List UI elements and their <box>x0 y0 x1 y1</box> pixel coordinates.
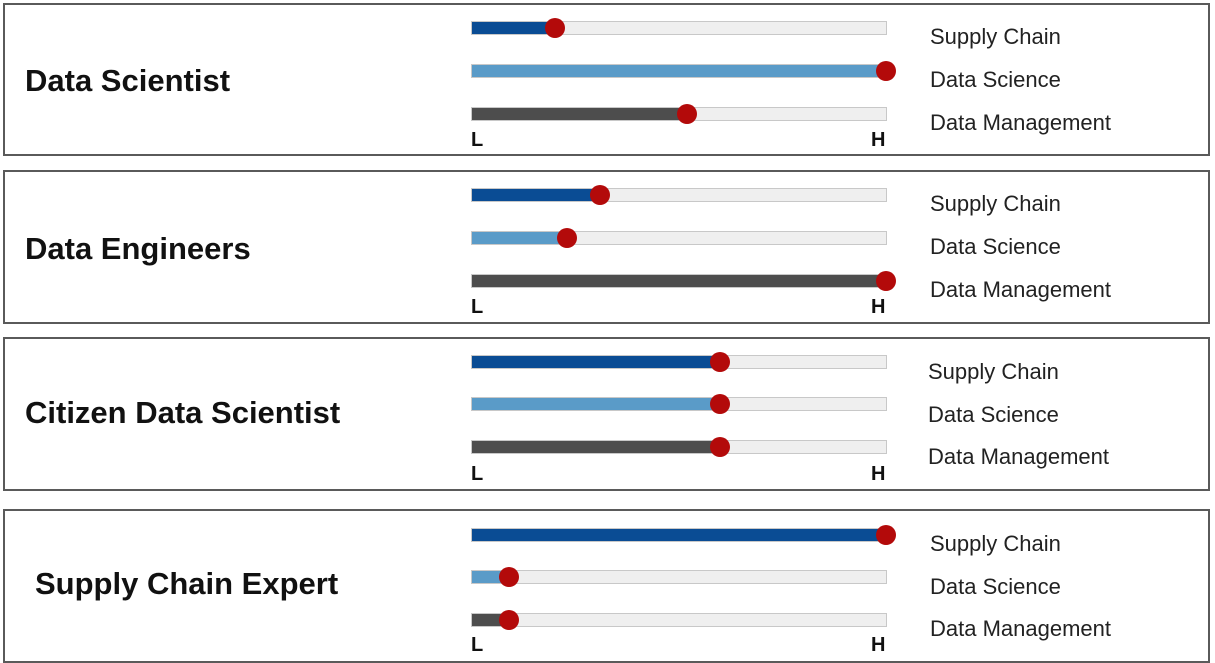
axis-low-label: L <box>471 296 484 318</box>
skill-label-data-management: Data Management <box>930 277 1111 302</box>
panel-data-scientist: Data Scientist Supply Chain Data Science… <box>3 3 1210 156</box>
role-title: Citizen Data Scientist <box>25 395 341 430</box>
axis-low-label: L <box>471 634 484 656</box>
bar-track <box>471 271 896 291</box>
role-title: Supply Chain Expert <box>35 566 339 601</box>
bar-track <box>471 18 887 38</box>
axis-high-label: H <box>871 129 886 151</box>
bar-fill <box>472 441 721 453</box>
level-marker <box>499 610 520 630</box>
level-marker <box>499 567 520 587</box>
bar-track <box>471 185 887 205</box>
level-marker <box>710 394 731 414</box>
role-title: Data Engineers <box>25 231 251 266</box>
bar-fill <box>472 398 721 410</box>
bar-track <box>471 61 896 81</box>
axis-low-label: L <box>471 463 484 485</box>
bar-fill <box>472 108 688 120</box>
level-marker <box>677 104 698 124</box>
level-marker <box>876 271 896 291</box>
skill-label-supply-chain: Supply Chain <box>930 191 1061 216</box>
level-marker <box>710 437 731 457</box>
panel-data-engineers: Data Engineers Supply Chain Data Science… <box>3 170 1210 324</box>
skill-label-data-management: Data Management <box>928 444 1109 469</box>
panel-citizen-data-scientist: Citizen Data Scientist Supply Chain Data… <box>3 337 1210 491</box>
bar-track <box>471 104 887 124</box>
bar-fill <box>472 529 886 541</box>
skill-label-data-management: Data Management <box>930 110 1111 135</box>
bar-track <box>471 437 887 457</box>
bar-fill <box>472 356 721 368</box>
bar-track <box>471 610 887 630</box>
bar-fill <box>472 232 568 244</box>
axis-low-label: L <box>471 129 484 151</box>
bar-track <box>471 525 896 545</box>
skill-label-data-science: Data Science <box>930 234 1061 259</box>
panel-supply-chain-expert: Supply Chain Expert Supply Chain Data Sc… <box>3 509 1210 663</box>
level-marker <box>590 185 611 205</box>
bar-fill <box>472 22 555 34</box>
skill-label-data-science: Data Science <box>930 574 1061 599</box>
skill-label-data-management: Data Management <box>930 616 1111 641</box>
skill-label-data-science: Data Science <box>930 67 1061 92</box>
level-marker <box>876 525 896 545</box>
bar-fill <box>472 189 601 201</box>
bar-track <box>471 352 887 372</box>
axis-high-label: H <box>871 634 886 656</box>
level-marker <box>710 352 731 372</box>
level-marker <box>557 228 578 248</box>
level-marker <box>876 61 896 81</box>
skill-label-data-science: Data Science <box>928 402 1059 427</box>
bar-track <box>471 228 887 248</box>
level-marker <box>544 18 565 38</box>
axis-high-label: H <box>871 296 886 318</box>
bar-fill <box>472 65 886 77</box>
bar-fill <box>472 275 886 287</box>
axis-high-label: H <box>871 463 886 485</box>
skill-label-supply-chain: Supply Chain <box>928 359 1059 384</box>
role-title: Data Scientist <box>25 63 231 98</box>
bar-track <box>471 394 887 414</box>
bar-track <box>471 567 887 587</box>
skill-label-supply-chain: Supply Chain <box>930 24 1061 49</box>
skill-label-supply-chain: Supply Chain <box>930 531 1061 556</box>
